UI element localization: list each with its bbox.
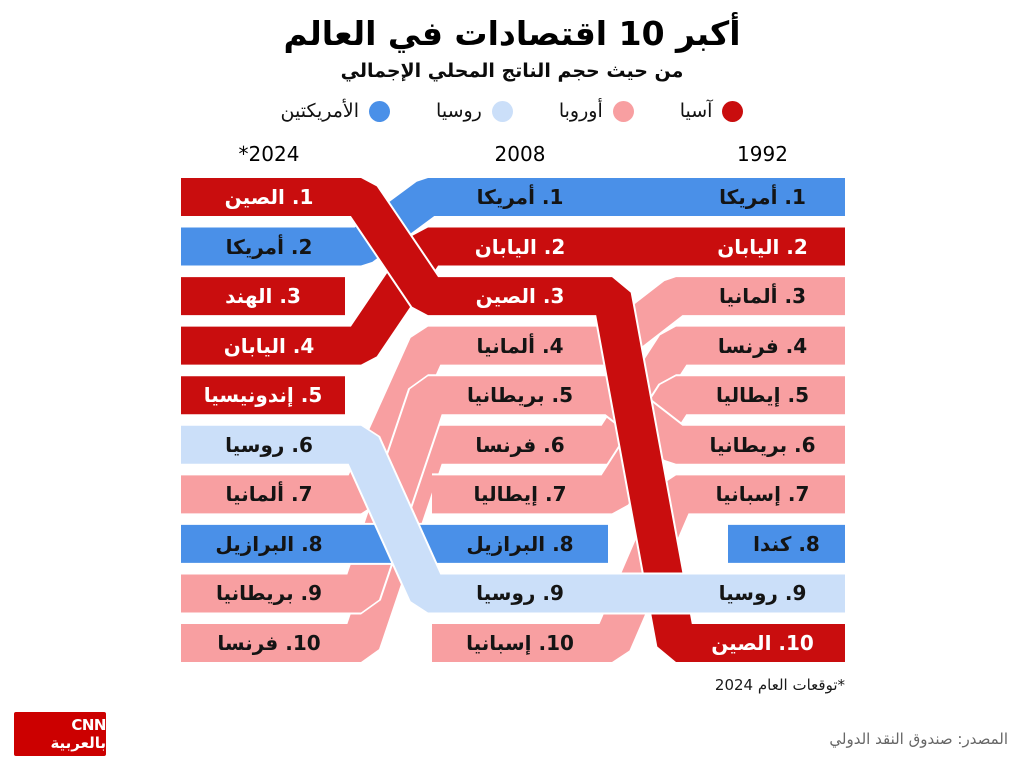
rank-label-2024-brazil: 8. البرازيل — [215, 531, 323, 556]
rank-label-2008-brazil: 8. البرازيل — [466, 531, 574, 556]
rank-label-1992-russia: 9. روسيا — [718, 581, 807, 606]
legend-label-asia: آسيا — [679, 100, 713, 122]
rank-label-2024-usa: 2. أمريكا — [225, 234, 313, 259]
rank-label-2008-japan: 2. اليابان — [474, 234, 566, 259]
rank-label-2024-india: 3. الهند — [225, 284, 301, 309]
legend-item-americas: الأمريكتين — [281, 100, 391, 122]
rank-label-1992-uk: 6. بريطانيا — [709, 432, 816, 457]
rank-label-2008-germany: 4. ألمانيا — [476, 333, 564, 358]
flow-japan — [181, 227, 845, 365]
rank-label-1992-france: 4. فرنسا — [717, 333, 808, 358]
rank-label-1992-germany: 3. ألمانيا — [719, 284, 806, 309]
legend-label-americas: الأمريكتين — [280, 100, 360, 122]
year-label-2024: *2024 — [238, 142, 300, 166]
rank-label-1992-italy: 5. إيطاليا — [715, 383, 810, 408]
legend-item-russia: روسيا — [436, 100, 513, 122]
rank-label-2024-russia: 6. روسيا — [225, 432, 313, 457]
rank-label-2008-spain: 10. إسبانيا — [466, 631, 574, 656]
page-subtitle: من حيث حجم الناتج المحلي الإجمالي — [340, 60, 684, 82]
rank-label-2024-indonesia: 5. إندونيسيا — [203, 383, 323, 408]
rank-label-2008-usa: 1. أمريكا — [476, 185, 564, 209]
rank-label-2024-france: 10. فرنسا — [217, 631, 321, 656]
rank-label-2008-italy: 7. إيطاليا — [473, 482, 567, 507]
rank-label-2024-japan: 4. اليابان — [223, 333, 315, 358]
flow-china — [181, 178, 845, 663]
legend-item-europe: أوروبا — [559, 100, 634, 122]
source-credit: المصدر: صندوق النقد الدولي — [829, 730, 1008, 748]
rank-label-2008-china: 3. الصين — [475, 284, 565, 309]
legend-label-russia: روسيا — [436, 100, 482, 122]
rank-label-2008-france: 6. فرنسا — [475, 432, 565, 457]
flow-russia-outline — [181, 423, 845, 615]
rank-label-2024-germany: 7. ألمانيا — [225, 482, 313, 507]
rank-label-2024-uk: 9. بريطانيا — [215, 581, 323, 606]
year-label-2008: 2008 — [494, 142, 546, 166]
flow-france — [181, 326, 845, 663]
flow-usa — [181, 178, 845, 266]
year-label-1992: 1992 — [737, 142, 788, 166]
legend-item-asia: آسيا — [680, 100, 744, 122]
flow-russia — [181, 425, 845, 613]
legend-dot-russia — [491, 100, 513, 122]
legend-dot-americas — [369, 100, 391, 122]
rank-label-2008-uk: 5. بريطانيا — [466, 383, 574, 408]
page-title: أكبر 10 اقتصادات في العالم — [283, 14, 741, 53]
legend-label-europe: أوروبا — [558, 100, 603, 122]
legend-dot-europe — [612, 100, 634, 122]
rank-label-2008-russia: 9. روسيا — [476, 581, 564, 606]
rank-label-1992-usa: 1. أمريكا — [719, 185, 806, 209]
footnote: *توقعات العام 2024 — [714, 676, 845, 694]
rank-label-1992-spain: 7. إسبانيا — [715, 482, 810, 507]
rank-label-2024-china: 1. الصين — [224, 185, 314, 209]
legend-dot-asia — [722, 100, 744, 122]
legend: آسيا أوروبا روسيا الأمريكتين — [0, 100, 1024, 122]
flow-uk — [181, 376, 845, 613]
cnn-arabic-logo: CNN بالعربية — [14, 712, 107, 756]
rank-label-1992-canada: 8. كندا — [753, 531, 820, 556]
rank-label-1992-japan: 2. اليابان — [717, 234, 808, 259]
flow-germany — [181, 277, 845, 514]
rank-label-1992-china: 10. الصين — [711, 631, 814, 656]
